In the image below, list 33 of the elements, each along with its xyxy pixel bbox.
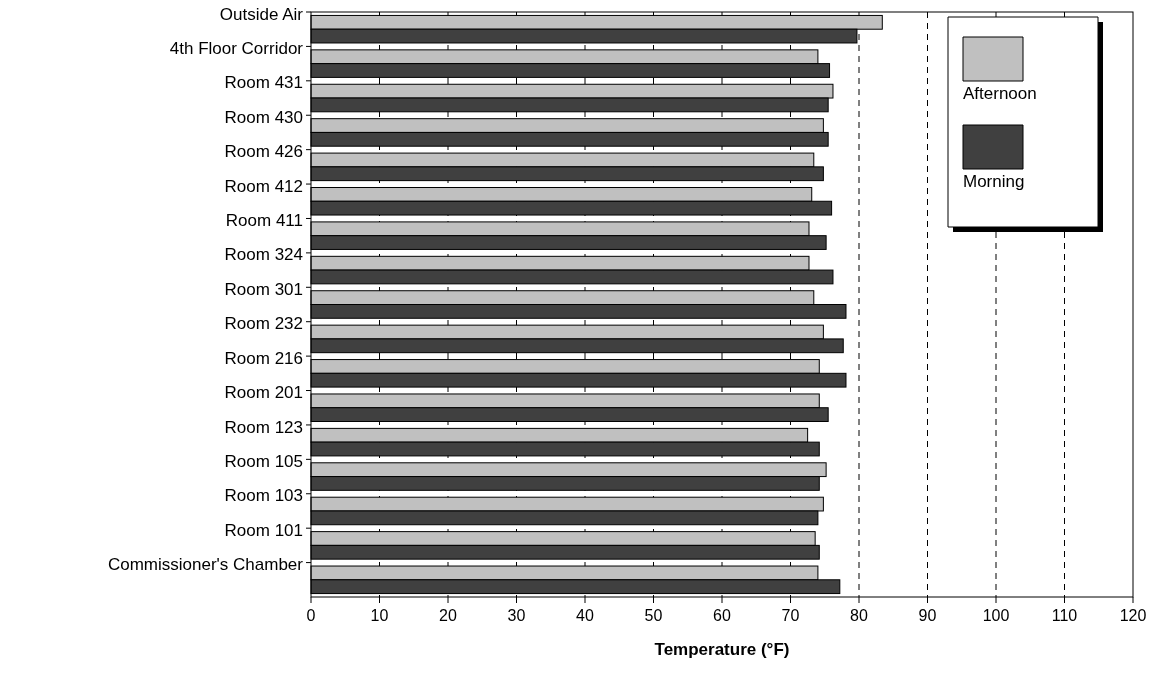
x-tick-label: 10 [370, 607, 389, 624]
y-tick-label: Room 426 [224, 142, 303, 162]
y-tick-label: Room 216 [224, 348, 303, 368]
x-tick-label: 0 [306, 607, 316, 624]
x-tick-label: 60 [713, 607, 731, 624]
y-tick-label: Room 232 [224, 314, 303, 334]
x-tick-label: 110 [1051, 607, 1078, 624]
x-tick-label: 70 [781, 607, 800, 624]
x-tick-label: 90 [918, 607, 937, 624]
x-tick-label: 20 [439, 607, 457, 624]
y-tick-label: Room 201 [224, 383, 303, 403]
y-tick-label: Room 123 [224, 417, 303, 437]
y-tick-label: Commissioner's Chamber [107, 555, 304, 575]
y-tick-label: Room 101 [224, 520, 303, 540]
text: Afternoon [963, 84, 1037, 103]
y-tick-label: Room 103 [224, 486, 303, 506]
y-tick-label: Outside Air [219, 4, 304, 24]
y-tick-label: Room 301 [224, 279, 303, 299]
y-tick-label: Room 431 [224, 73, 303, 93]
x-tick-label: 50 [644, 607, 663, 624]
x-tick-label: 100 [982, 607, 1010, 624]
x-axis-title: Temperature (°F) [654, 640, 790, 659]
y-tick-label: Room 105 [224, 451, 303, 471]
x-tick-label: 40 [576, 607, 594, 624]
x-tick-label: 30 [507, 607, 526, 624]
text: Morning [963, 172, 1025, 191]
y-tick-label: 4th Floor Corridor [169, 38, 304, 58]
y-tick-label: Room 430 [224, 107, 303, 127]
y-tick-label: Room 324 [224, 245, 303, 265]
y-tick-label: Room 411 [225, 211, 303, 231]
x-tick-label: 120 [1119, 607, 1147, 624]
x-tick-label: 80 [850, 607, 868, 624]
y-tick-label: Room 412 [224, 176, 303, 196]
